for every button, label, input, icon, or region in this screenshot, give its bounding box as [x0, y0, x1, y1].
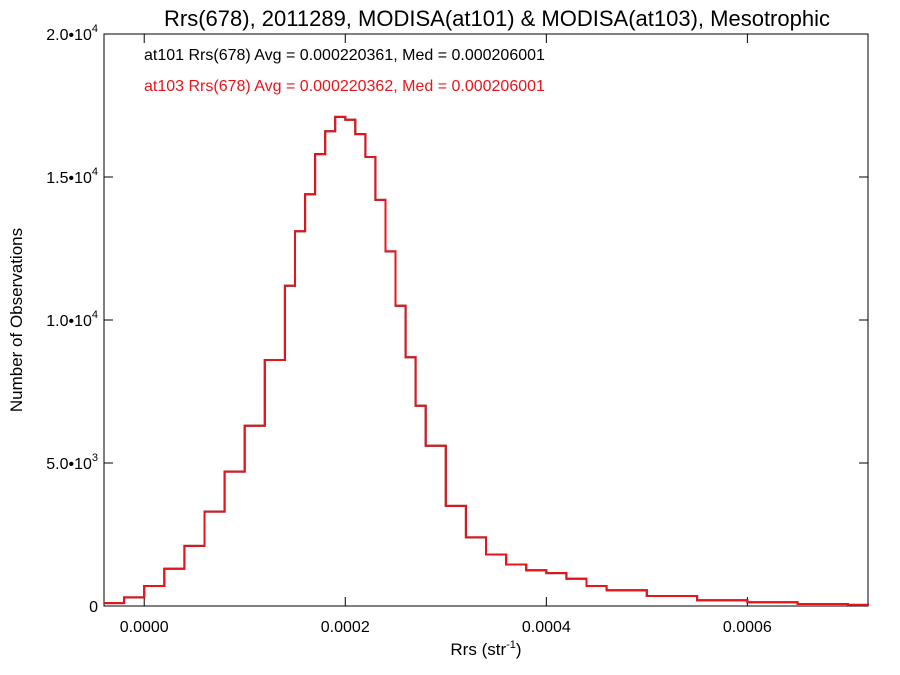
y-tick-label-exponent: 4 [92, 309, 98, 321]
x-tick-label: 0.0006 [723, 619, 772, 636]
y-tick-label-exponent: 3 [92, 452, 98, 464]
plot-frame [103, 33, 869, 607]
y-axis-label: Number of Observations [7, 228, 26, 412]
y-tick-label: 1.5•104 [46, 166, 98, 187]
annotation-at101: at101 Rrs(678) Avg = 0.000220361, Med = … [144, 47, 545, 64]
annotation-at103: at103 Rrs(678) Avg = 0.000220362, Med = … [144, 78, 545, 95]
x-axis-label: Rrs (str-1) [450, 639, 521, 659]
y-tick-label-base: 2.0•10 [46, 27, 92, 44]
y-tick-label-base: 0 [89, 599, 98, 616]
chart-title: Rrs(678), 2011289, MODISA(at101) & MODIS… [164, 6, 830, 31]
series-line-at101 [104, 115, 869, 606]
y-tick-label: 2.0•104 [46, 23, 98, 44]
y-tick-label-base: 5.0•10 [46, 456, 92, 473]
x-tick-label: 0.0000 [120, 619, 169, 636]
x-tick-label: 0.0004 [522, 619, 571, 636]
y-tick-label-exponent: 4 [92, 23, 98, 35]
y-tick-label-exponent: 4 [92, 166, 98, 178]
y-tick-label-base: 1.5•10 [46, 170, 92, 187]
y-tick-label-base: 1.0•10 [46, 313, 92, 330]
x-axis-label-text: Rrs (str [450, 640, 506, 659]
y-tick-label: 0 [89, 599, 98, 616]
y-tick-label: 5.0•103 [46, 452, 98, 473]
series-layer [104, 115, 869, 606]
x-axis-label-superscript: -1 [506, 639, 516, 651]
x-tick-label: 0.0002 [321, 619, 370, 636]
x-axis-label-close: ) [516, 640, 522, 659]
x-axis-ticks: 0.0000 0.0002 0.0004 0.0006 [120, 34, 772, 636]
series-line-at103 [104, 115, 869, 606]
y-tick-label: 1.0•104 [46, 309, 98, 330]
